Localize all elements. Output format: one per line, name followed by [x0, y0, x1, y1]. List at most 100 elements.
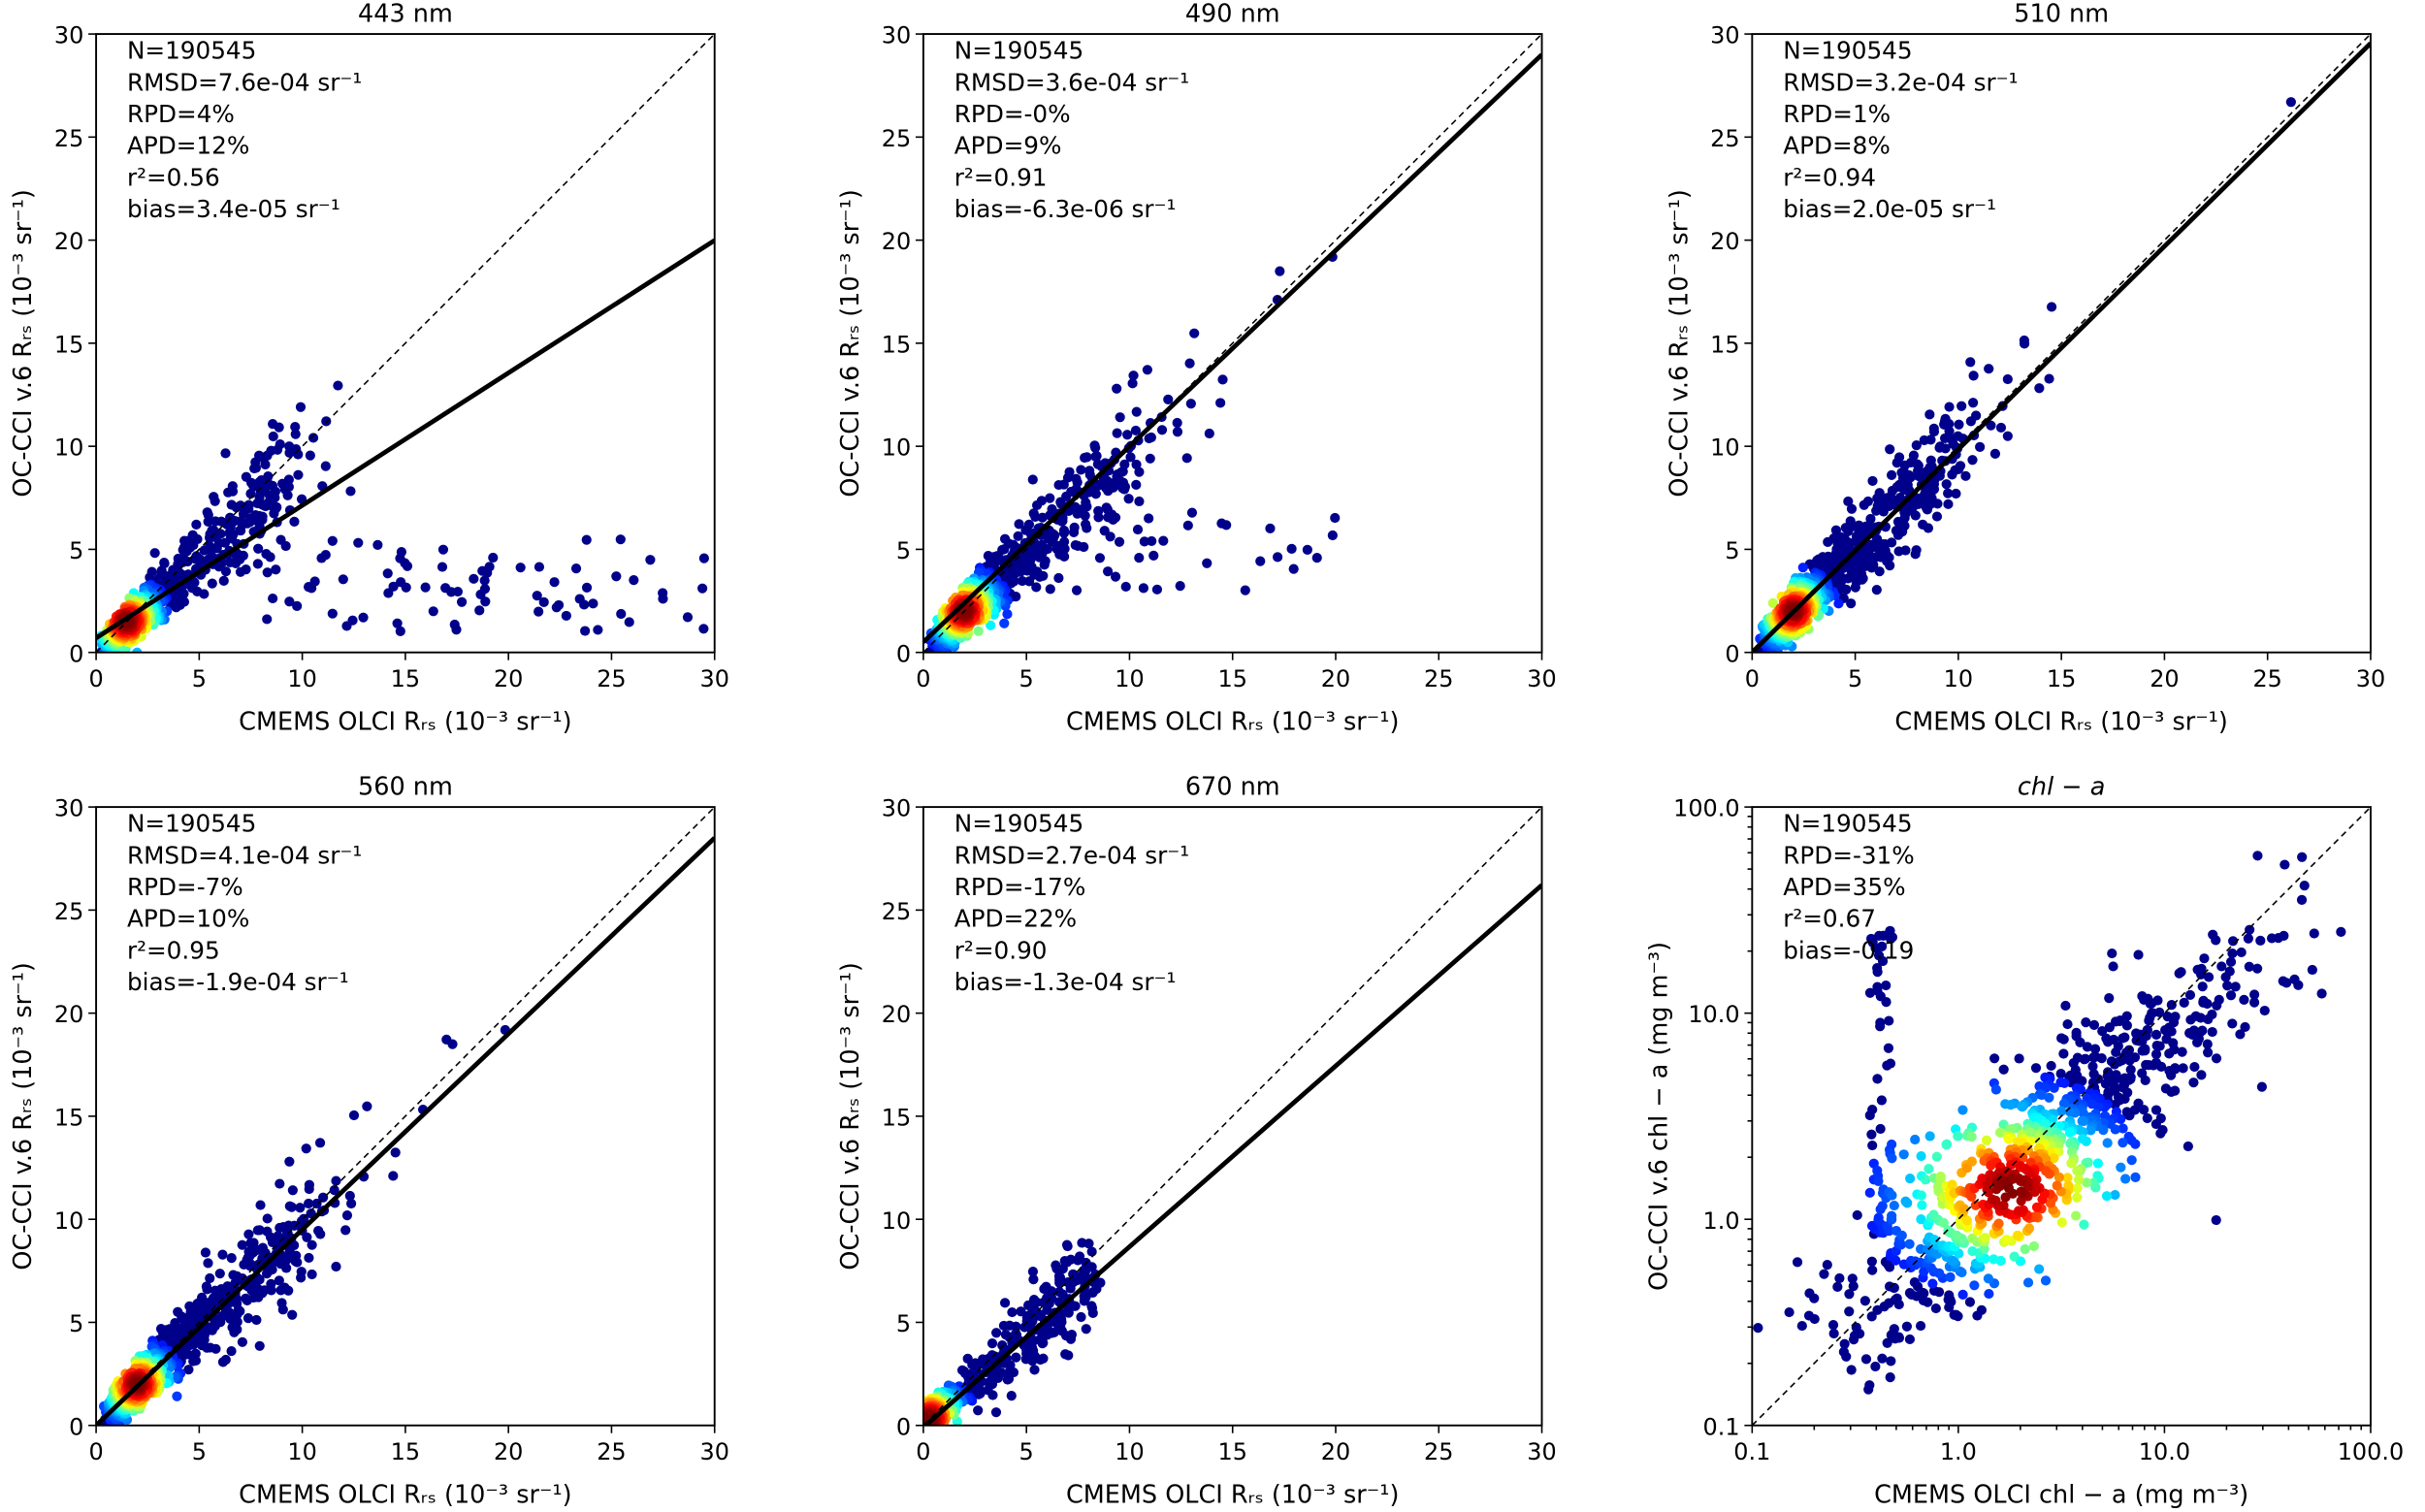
y-tick-label: 30 — [882, 795, 911, 822]
data-point — [2177, 1046, 2187, 1057]
data-point — [1876, 941, 1888, 951]
data-point — [1871, 585, 1882, 595]
data-point — [2255, 935, 2266, 946]
data-point — [1846, 1365, 1857, 1375]
data-point — [345, 486, 356, 497]
stat-line: APD=22% — [954, 905, 1077, 933]
data-point — [223, 487, 234, 498]
data-point — [658, 594, 668, 604]
data-point — [2150, 1029, 2162, 1041]
data-point — [2199, 953, 2210, 964]
scatter-points — [922, 34, 1542, 653]
data-point — [1092, 459, 1103, 469]
data-point — [2227, 948, 2238, 959]
data-point — [2188, 1078, 2199, 1088]
x-tick-label: 25 — [597, 1438, 626, 1465]
data-point — [2185, 1014, 2196, 1025]
data-point — [266, 1285, 276, 1296]
data-point — [1834, 1272, 1845, 1284]
data-point — [149, 548, 160, 559]
x-tick-label: 30 — [2356, 665, 2385, 692]
data-point — [538, 596, 549, 607]
y-tick-label: 15 — [882, 331, 911, 358]
data-point — [477, 565, 488, 576]
x-tick-label: 25 — [1424, 665, 1453, 692]
data-point — [1995, 422, 2007, 434]
data-point — [338, 574, 348, 585]
data-point — [284, 596, 295, 607]
data-point — [1838, 1346, 1849, 1357]
x-tick-label: 30 — [1527, 1438, 1556, 1465]
y-axis-label: OC-CCI v.6 Rᵣₛ (10⁻³ sr⁻¹) — [9, 189, 38, 497]
data-point — [207, 578, 217, 589]
data-point — [1011, 1352, 1021, 1363]
data-point — [1901, 1321, 1912, 1332]
data-point — [1090, 451, 1101, 462]
data-point — [1053, 572, 1064, 584]
x-tick-label: 0 — [88, 665, 103, 692]
data-point — [1956, 401, 1967, 411]
data-point — [1215, 398, 1226, 408]
data-point — [2285, 97, 2296, 108]
data-point — [341, 1209, 353, 1221]
data-point — [188, 1356, 199, 1367]
data-point — [217, 1357, 229, 1367]
data-point — [1017, 575, 1028, 587]
data-point — [1128, 370, 1139, 381]
data-point — [1000, 1330, 1011, 1340]
x-tick-label: 30 — [699, 665, 728, 692]
data-point — [2160, 1083, 2172, 1094]
data-point — [210, 496, 220, 506]
stat-line: r²=0.95 — [127, 936, 220, 964]
data-point — [252, 1225, 263, 1236]
data-point — [697, 583, 708, 594]
data-point — [1002, 609, 1013, 620]
data-point — [262, 1213, 273, 1224]
x-tick-label: 5 — [192, 665, 207, 692]
data-point — [1030, 511, 1041, 522]
data-point — [1045, 584, 1055, 595]
data-point — [2252, 963, 2263, 974]
scatter-points — [1752, 807, 2371, 1426]
data-point — [1077, 1238, 1087, 1248]
stat-line: APD=12% — [127, 132, 249, 160]
stat-line: bias=3.4e-05 sr⁻¹ — [127, 195, 340, 223]
data-point — [344, 1190, 355, 1202]
data-point — [1311, 553, 1322, 563]
data-point — [1202, 558, 1212, 568]
data-point — [2211, 1214, 2221, 1226]
data-point — [1072, 508, 1083, 519]
data-point — [2019, 338, 2030, 349]
data-point — [275, 1178, 285, 1189]
data-point — [145, 572, 155, 583]
data-point — [1951, 1309, 1961, 1320]
y-tick-label: 15 — [54, 331, 83, 358]
data-point — [2336, 926, 2346, 938]
data-point — [245, 1238, 256, 1248]
data-point — [1131, 406, 1142, 417]
data-point — [2058, 1048, 2069, 1059]
x-tick-label: 10 — [287, 1438, 316, 1465]
stat-line: RMSD=3.2e-04 sr⁻¹ — [1783, 68, 2018, 96]
data-point — [353, 537, 364, 548]
data-point — [2227, 936, 2239, 947]
scatter-points — [96, 807, 715, 1426]
data-point — [1867, 475, 1878, 487]
data-point — [320, 461, 331, 471]
data-point — [395, 553, 405, 563]
data-point — [480, 596, 491, 607]
one-to-one-line — [922, 807, 1542, 1426]
data-point — [616, 608, 627, 620]
data-point — [277, 1304, 288, 1315]
stat-line: bias=-1.9e-04 sr⁻¹ — [127, 968, 349, 996]
data-point — [218, 575, 229, 586]
stat-line: RPD=-7% — [127, 873, 243, 901]
data-point — [1115, 412, 1125, 423]
y-tick-label: 10 — [882, 434, 911, 462]
y-tick-label: 30 — [54, 22, 83, 49]
data-point — [1947, 469, 1957, 480]
data-point — [1797, 563, 1808, 573]
data-point — [304, 1198, 314, 1209]
x-tick-label: 0 — [916, 665, 930, 692]
